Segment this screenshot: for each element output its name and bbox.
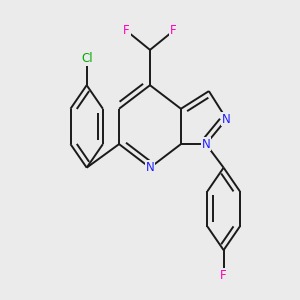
Text: F: F (220, 268, 227, 282)
Text: N: N (222, 112, 231, 126)
Text: N: N (202, 138, 210, 151)
Text: F: F (170, 24, 177, 37)
Text: N: N (146, 161, 154, 174)
Text: F: F (123, 24, 130, 37)
Text: Cl: Cl (81, 52, 92, 65)
